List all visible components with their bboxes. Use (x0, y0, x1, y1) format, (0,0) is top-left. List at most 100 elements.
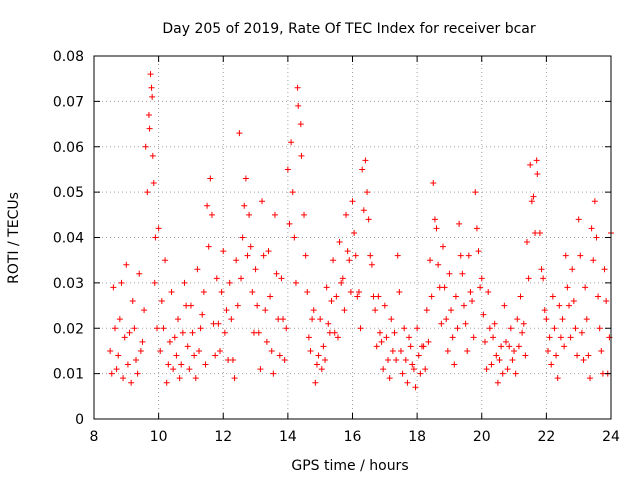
data-point-marker (373, 343, 380, 350)
data-point-marker (212, 352, 219, 359)
y-tick-label: 0.04 (53, 231, 84, 247)
data-point-marker (519, 329, 526, 336)
data-point-marker (228, 316, 235, 323)
data-point-marker (338, 279, 345, 286)
data-point-marker (551, 325, 558, 332)
data-point-marker (236, 130, 243, 137)
data-point-marker (271, 211, 278, 218)
data-point-marker (178, 361, 185, 368)
data-point-marker (344, 248, 351, 255)
data-point-marker (339, 275, 346, 282)
data-point-marker (446, 270, 453, 277)
data-point-marker (507, 325, 514, 332)
data-point-marker (142, 143, 149, 150)
data-point-marker (520, 320, 527, 327)
data-point-marker (423, 307, 430, 314)
data-point-marker (578, 329, 585, 336)
data-point-marker (549, 293, 556, 300)
data-point-marker (121, 334, 128, 341)
data-point-marker (386, 375, 393, 382)
data-point-marker (515, 343, 522, 350)
data-point-marker (443, 316, 450, 323)
data-point-marker (462, 320, 469, 327)
data-point-marker (194, 266, 201, 273)
data-point-marker (467, 288, 474, 295)
data-point-marker (506, 343, 513, 350)
data-point-marker (586, 375, 593, 382)
data-point-marker (107, 347, 114, 354)
data-point-marker (559, 316, 566, 323)
data-point-marker (425, 338, 432, 345)
x-ticks: 8 10 12 14 16 18 20 22 24 (90, 56, 620, 445)
data-point-marker (134, 370, 141, 377)
data-point-marker (133, 357, 140, 364)
data-point-marker (470, 334, 477, 341)
y-tick-label: 0.02 (53, 321, 84, 337)
data-point-marker (380, 366, 387, 373)
y-tick-label: 0.05 (53, 185, 84, 201)
data-point-marker (213, 275, 220, 282)
data-point-marker (246, 211, 253, 218)
data-point-marker (112, 325, 119, 332)
data-point-marker (407, 343, 414, 350)
data-point-marker (189, 329, 196, 336)
data-point-marker (116, 316, 123, 323)
data-point-marker (149, 152, 156, 159)
y-ticks: 0 0.01 0.02 0.03 0.04 0.05 0.06 0.07 0.08 (53, 49, 611, 428)
data-point-marker (115, 352, 122, 359)
data-point-marker (225, 357, 232, 364)
data-point-marker (388, 316, 395, 323)
data-point-marker (465, 252, 472, 259)
data-points (107, 71, 614, 391)
data-point-marker (538, 266, 545, 273)
data-point-marker (298, 152, 305, 159)
data-point-marker (247, 243, 254, 250)
data-point-marker (179, 329, 186, 336)
data-point-marker (598, 347, 605, 354)
data-point-marker (456, 220, 463, 227)
data-point-marker (523, 239, 530, 246)
data-point-marker (173, 352, 180, 359)
data-point-marker (580, 357, 587, 364)
data-point-marker (383, 334, 390, 341)
data-point-marker (364, 189, 371, 196)
data-point-marker (124, 361, 131, 368)
data-point-marker (288, 139, 295, 146)
data-point-marker (404, 379, 411, 386)
data-point-marker (141, 307, 148, 314)
data-point-marker (241, 202, 248, 209)
data-point-marker (267, 293, 274, 300)
data-point-marker (355, 288, 362, 295)
data-point-marker (158, 298, 165, 305)
data-point-marker (399, 370, 406, 377)
data-point-marker (191, 352, 198, 359)
data-point-marker (354, 293, 361, 300)
data-point-marker (259, 198, 266, 205)
data-point-marker (454, 325, 461, 332)
data-point-marker (530, 193, 537, 200)
data-point-marker (312, 379, 319, 386)
data-point-marker (231, 375, 238, 382)
data-point-marker (396, 288, 403, 295)
data-point-marker (197, 325, 204, 332)
data-point-marker (204, 202, 211, 209)
data-point-marker (148, 84, 155, 91)
data-point-marker (472, 189, 479, 196)
data-point-marker (460, 302, 467, 309)
data-point-marker (215, 320, 222, 327)
data-point-marker (431, 216, 438, 223)
data-point-marker (118, 279, 125, 286)
y-tick-label: 0.08 (53, 49, 84, 65)
data-point-marker (360, 207, 367, 214)
data-point-marker (394, 252, 401, 259)
data-point-marker (192, 375, 199, 382)
data-point-marker (451, 361, 458, 368)
data-point-marker (254, 302, 261, 309)
data-point-marker (168, 288, 175, 295)
y-tick-label: 0.01 (53, 367, 84, 383)
data-point-marker (286, 220, 293, 227)
data-point-marker (310, 307, 317, 314)
y-tick-label: 0.06 (53, 140, 84, 156)
x-tick-label: 16 (344, 429, 362, 445)
data-point-marker (239, 234, 246, 241)
